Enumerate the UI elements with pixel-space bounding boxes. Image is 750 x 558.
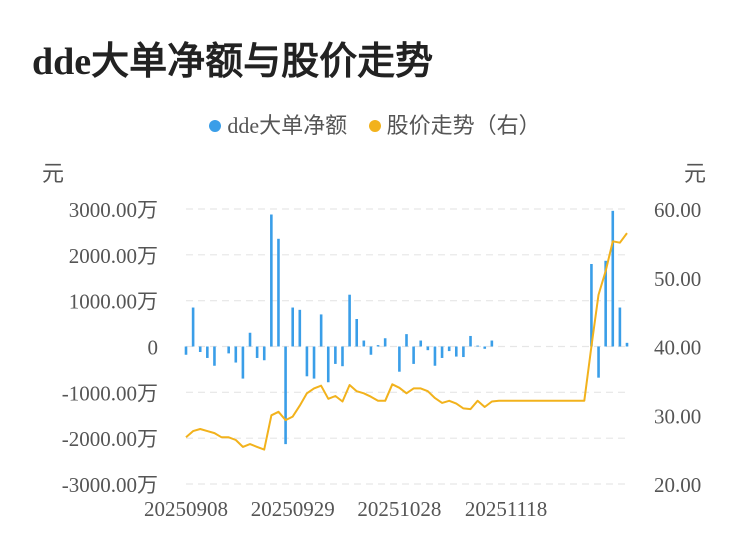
left-axis-unit: 元 [42, 161, 65, 186]
dde-bar [398, 346, 401, 372]
x-tick-label: 20250929 [251, 497, 335, 521]
dde-bar [597, 346, 600, 378]
y-left-tick-label: -3000.00万 [62, 473, 158, 497]
y-left-tick-label: 2000.00万 [69, 244, 158, 268]
dde-bar [440, 346, 444, 358]
dde-bar [383, 338, 387, 347]
y-left-tick-label: 0 [148, 336, 159, 360]
dde-bar [241, 346, 245, 379]
y-left-tick-label: 1000.00万 [69, 290, 158, 314]
dde-bar [469, 335, 472, 347]
dde-bar [454, 346, 458, 357]
y-right-tick-label: 20.00 [654, 473, 701, 497]
y-right-tick-label: 60.00 [654, 198, 701, 222]
right-axis-unit: 元 [684, 161, 707, 186]
dde-bar [298, 309, 302, 347]
dde-bar [611, 210, 615, 347]
dde-bar [191, 307, 195, 347]
legend: dde大单净额 股价走势（右） [0, 108, 750, 140]
dde-bar [255, 346, 259, 358]
dde-bar [426, 346, 430, 351]
price-line [185, 232, 628, 451]
dde-bar [618, 307, 622, 347]
dde-bar [270, 214, 273, 347]
dde-bar [433, 346, 437, 366]
dde-bar [277, 238, 280, 347]
dde-bar [405, 334, 408, 347]
dde-bar [412, 346, 415, 364]
dde-bar [334, 346, 337, 364]
dde-bar [248, 332, 252, 347]
dde-bar [326, 346, 330, 383]
dde-bar [476, 345, 479, 347]
legend-dot-price [368, 119, 381, 132]
dde-bar [319, 314, 323, 347]
y-left-tick-label: -1000.00万 [62, 381, 158, 405]
y-left-tick-label: -2000.00万 [62, 427, 158, 451]
dde-bar [213, 346, 216, 366]
dde-bar [284, 346, 287, 445]
dde-bar [447, 346, 451, 352]
dde-bar [419, 340, 423, 347]
dde-bar [483, 346, 487, 349]
dde-bar [262, 346, 266, 361]
dde-bar [198, 346, 202, 352]
y-right-tick-label: 30.00 [654, 404, 701, 428]
dde-bar [376, 345, 380, 347]
dde-bar [369, 346, 373, 355]
legend-dot-dde [209, 119, 222, 132]
legend-item-dde[interactable]: dde大单净额 [209, 108, 347, 140]
dde-bar [206, 346, 209, 358]
x-tick-label: 20250908 [144, 497, 228, 521]
dde-bar [625, 342, 629, 347]
chart-title: dde大单净额与股价走势 [32, 41, 434, 83]
x-tick-label: 20251028 [357, 497, 441, 521]
y-right-tick-label: 50.00 [654, 267, 701, 291]
legend-label-dde: dde大单净额 [227, 113, 348, 138]
dde-bar [227, 346, 230, 354]
dde-bar [462, 346, 465, 358]
dde-bar [184, 346, 188, 355]
x-tick-label: 20251118 [465, 497, 547, 521]
dde-bar [490, 340, 494, 347]
dde-bar [604, 260, 607, 347]
dde-bar [291, 307, 294, 347]
dde-bar [355, 319, 359, 347]
dde-bar [305, 346, 309, 377]
dde-bar [362, 340, 366, 347]
dde-bar [341, 346, 344, 367]
legend-item-price[interactable]: 股价走势（右） [368, 108, 541, 140]
dde-bar [234, 346, 238, 363]
y-right-tick-label: 40.00 [654, 336, 701, 360]
legend-label-price: 股价走势（右） [386, 113, 541, 138]
dde-bar [312, 346, 316, 379]
dde-bar [590, 264, 593, 347]
y-left-tick-label: 3000.00万 [69, 198, 158, 222]
dde-bar [348, 294, 351, 347]
